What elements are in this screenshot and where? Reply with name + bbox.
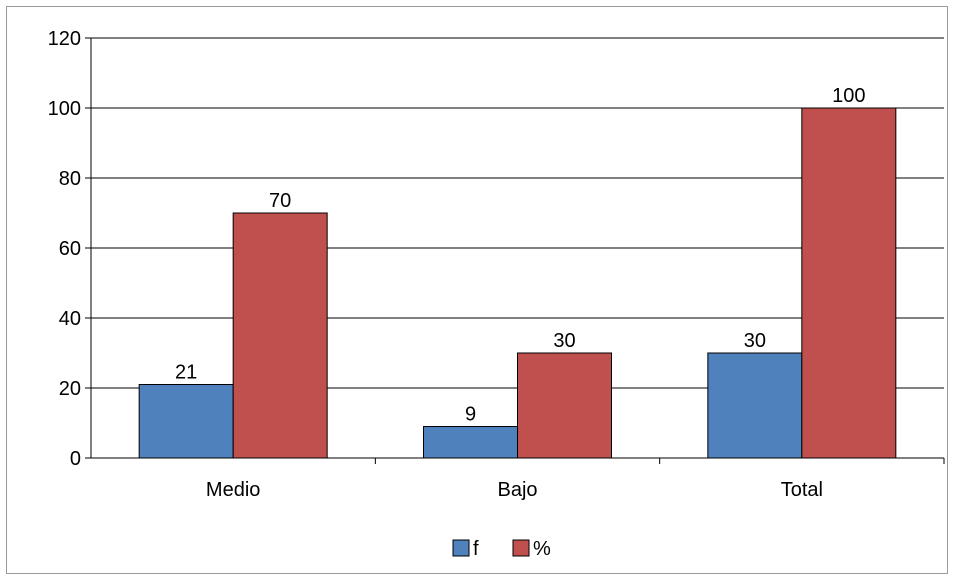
- legend-label-f: f: [473, 538, 479, 560]
- bar-medio-pct: [232, 212, 328, 459]
- legend-swatch-f: [452, 539, 470, 557]
- data-label: 21: [175, 362, 197, 384]
- data-label: 100: [832, 85, 865, 107]
- chart-frame: 0 20 40 60 80 100 120 Medio Bajo Total 21 70 9 30 30 1…: [6, 6, 948, 574]
- legend-swatch-pct: [512, 539, 530, 557]
- bar-total-pct: [801, 107, 897, 459]
- bar-bajo-pct: [517, 352, 612, 459]
- data-label: 9: [465, 404, 476, 426]
- bar-chart: 0 20 40 60 80 100 120 Medio Bajo Total 21 70 9 30 30 1…: [48, 28, 945, 560]
- y-tick-label: 80: [59, 168, 81, 190]
- x-tick-label: Bajo: [497, 479, 537, 501]
- data-label: 70: [269, 190, 291, 212]
- x-tick-label: Medio: [206, 479, 260, 501]
- data-labels: 21 70 9 30 30 100: [175, 85, 865, 426]
- legend: f%: [452, 538, 551, 560]
- y-tick-label: 120: [48, 28, 81, 50]
- y-tick-label: 40: [59, 308, 81, 330]
- y-tick-label: 20: [59, 378, 81, 400]
- data-label: 30: [553, 330, 575, 352]
- data-label: 30: [744, 330, 766, 352]
- x-tick-label: Total: [781, 479, 823, 501]
- bars: [138, 107, 897, 459]
- y-tick-label: 100: [48, 98, 81, 120]
- bar-total-f: [707, 352, 803, 459]
- bar-bajo-f: [423, 426, 518, 459]
- y-tick-label: 0: [70, 448, 81, 470]
- axes: 0 20 40 60 80 100 120 Medio Bajo Total: [48, 28, 945, 501]
- legend-label-pct: %: [533, 538, 551, 560]
- y-tick-label: 60: [59, 238, 81, 260]
- bar-medio-f: [138, 384, 234, 459]
